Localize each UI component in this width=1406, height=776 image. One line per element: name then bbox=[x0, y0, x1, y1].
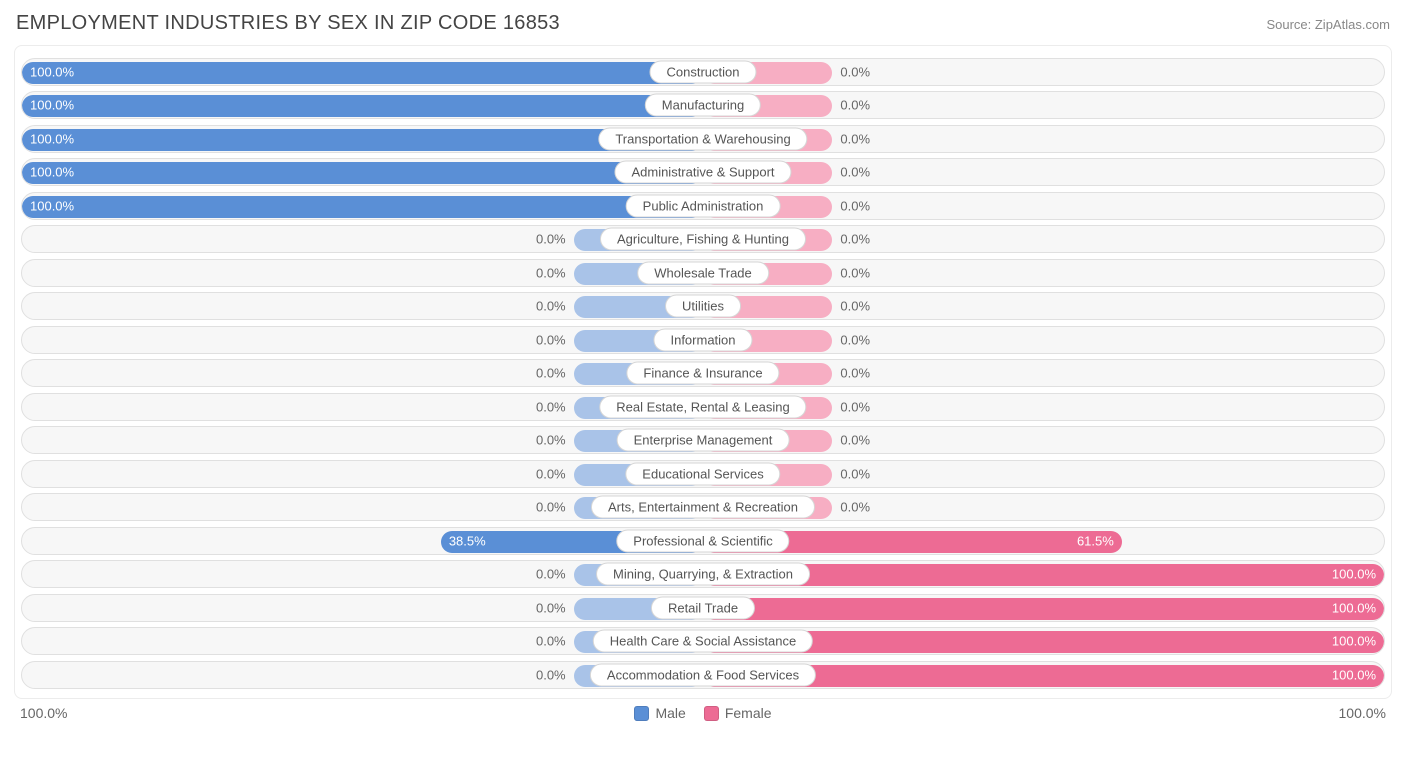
male-bar bbox=[22, 95, 703, 117]
category-label: Public Administration bbox=[626, 194, 781, 217]
male-bar bbox=[22, 162, 703, 184]
header: EMPLOYMENT INDUSTRIES BY SEX IN ZIP CODE… bbox=[14, 12, 1392, 35]
female-value: 100.0% bbox=[1332, 600, 1384, 615]
male-value: 0.0% bbox=[536, 466, 574, 481]
male-value: 0.0% bbox=[536, 299, 574, 314]
male-value: 0.0% bbox=[536, 232, 574, 247]
chart-row: 38.5% 61.5% Professional & Scientific bbox=[21, 527, 1385, 555]
male-swatch-icon bbox=[634, 706, 649, 721]
category-label: Health Care & Social Assistance bbox=[593, 630, 813, 653]
chart-title: EMPLOYMENT INDUSTRIES BY SEX IN ZIP CODE… bbox=[16, 12, 560, 35]
female-value: 61.5% bbox=[1077, 533, 1122, 548]
female-value: 0.0% bbox=[832, 64, 870, 79]
female-value: 0.0% bbox=[832, 299, 870, 314]
category-label: Real Estate, Rental & Leasing bbox=[599, 395, 806, 418]
category-label: Utilities bbox=[665, 295, 741, 318]
female-value: 0.0% bbox=[832, 500, 870, 515]
female-value: 100.0% bbox=[1332, 567, 1384, 582]
axis-right-label: 100.0% bbox=[1339, 705, 1386, 721]
chart-row: 0.0% 0.0% Utilities bbox=[21, 292, 1385, 320]
chart-row: 0.0% 0.0% Enterprise Management bbox=[21, 426, 1385, 454]
female-value: 0.0% bbox=[832, 466, 870, 481]
female-value: 0.0% bbox=[832, 332, 870, 347]
male-value: 100.0% bbox=[22, 98, 74, 113]
male-value: 0.0% bbox=[536, 567, 574, 582]
male-value: 100.0% bbox=[22, 198, 74, 213]
legend-male: Male bbox=[634, 705, 685, 721]
female-value: 0.0% bbox=[832, 131, 870, 146]
male-value: 0.0% bbox=[536, 332, 574, 347]
chart-footer: 100.0% Male Female 100.0% bbox=[14, 705, 1392, 721]
female-value: 0.0% bbox=[832, 433, 870, 448]
chart-row: 100.0% 0.0% Construction bbox=[21, 58, 1385, 86]
chart-row: 0.0% 0.0% Wholesale Trade bbox=[21, 259, 1385, 287]
chart-row: 0.0% 100.0% Retail Trade bbox=[21, 594, 1385, 622]
category-label: Mining, Quarrying, & Extraction bbox=[596, 563, 810, 586]
chart-row: 0.0% 0.0% Information bbox=[21, 326, 1385, 354]
source-label: Source: ZipAtlas.com bbox=[1266, 17, 1390, 32]
male-value: 38.5% bbox=[441, 533, 486, 548]
chart-row: 100.0% 0.0% Manufacturing bbox=[21, 91, 1385, 119]
female-value: 0.0% bbox=[832, 232, 870, 247]
male-value: 0.0% bbox=[536, 634, 574, 649]
category-label: Manufacturing bbox=[645, 94, 761, 117]
male-value: 100.0% bbox=[22, 64, 74, 79]
axis-left-label: 100.0% bbox=[20, 705, 67, 721]
category-label: Finance & Insurance bbox=[626, 362, 779, 385]
male-value: 0.0% bbox=[536, 600, 574, 615]
chart-row: 0.0% 0.0% Real Estate, Rental & Leasing bbox=[21, 393, 1385, 421]
female-value: 0.0% bbox=[832, 198, 870, 213]
chart-row: 0.0% 0.0% Finance & Insurance bbox=[21, 359, 1385, 387]
female-value: 100.0% bbox=[1332, 634, 1384, 649]
chart-row: 0.0% 100.0% Accommodation & Food Services bbox=[21, 661, 1385, 689]
chart-row: 100.0% 0.0% Administrative & Support bbox=[21, 158, 1385, 186]
diverging-bar-chart: 100.0% 0.0% Construction 100.0% 0.0% Manufact… bbox=[14, 45, 1392, 699]
legend-male-label: Male bbox=[655, 705, 685, 721]
chart-row: 0.0% 100.0% Health Care & Social Assistanc… bbox=[21, 627, 1385, 655]
legend: Male Female bbox=[67, 705, 1338, 721]
female-value: 0.0% bbox=[832, 165, 870, 180]
chart-row: 0.0% 0.0% Agriculture, Fishing & Hunting bbox=[21, 225, 1385, 253]
category-label: Administrative & Support bbox=[614, 161, 791, 184]
male-value: 0.0% bbox=[536, 500, 574, 515]
female-value: 0.0% bbox=[832, 399, 870, 414]
category-label: Construction bbox=[650, 60, 757, 83]
legend-female: Female bbox=[704, 705, 772, 721]
category-label: Information bbox=[653, 328, 752, 351]
category-label: Enterprise Management bbox=[617, 429, 790, 452]
female-value: 100.0% bbox=[1332, 667, 1384, 682]
category-label: Retail Trade bbox=[651, 596, 755, 619]
female-value: 0.0% bbox=[832, 366, 870, 381]
category-label: Arts, Entertainment & Recreation bbox=[591, 496, 815, 519]
male-value: 0.0% bbox=[536, 366, 574, 381]
male-value: 0.0% bbox=[536, 433, 574, 448]
male-bar bbox=[22, 196, 703, 218]
category-label: Accommodation & Food Services bbox=[590, 663, 816, 686]
chart-row: 0.0% 100.0% Mining, Quarrying, & Extractio… bbox=[21, 560, 1385, 588]
male-value: 0.0% bbox=[536, 667, 574, 682]
female-value: 0.0% bbox=[832, 265, 870, 280]
chart-row: 0.0% 0.0% Arts, Entertainment & Recreation bbox=[21, 493, 1385, 521]
chart-row: 100.0% 0.0% Transportation & Warehousing bbox=[21, 125, 1385, 153]
chart-row: 0.0% 0.0% Educational Services bbox=[21, 460, 1385, 488]
male-value: 0.0% bbox=[536, 265, 574, 280]
male-bar bbox=[22, 62, 703, 84]
female-value: 0.0% bbox=[832, 98, 870, 113]
female-swatch-icon bbox=[704, 706, 719, 721]
category-label: Wholesale Trade bbox=[637, 261, 769, 284]
male-value: 0.0% bbox=[536, 399, 574, 414]
category-label: Transportation & Warehousing bbox=[598, 127, 807, 150]
category-label: Professional & Scientific bbox=[616, 529, 789, 552]
category-label: Educational Services bbox=[625, 462, 780, 485]
male-value: 100.0% bbox=[22, 165, 74, 180]
chart-row: 100.0% 0.0% Public Administration bbox=[21, 192, 1385, 220]
category-label: Agriculture, Fishing & Hunting bbox=[600, 228, 806, 251]
male-value: 100.0% bbox=[22, 131, 74, 146]
legend-female-label: Female bbox=[725, 705, 772, 721]
female-bar bbox=[703, 598, 1384, 620]
